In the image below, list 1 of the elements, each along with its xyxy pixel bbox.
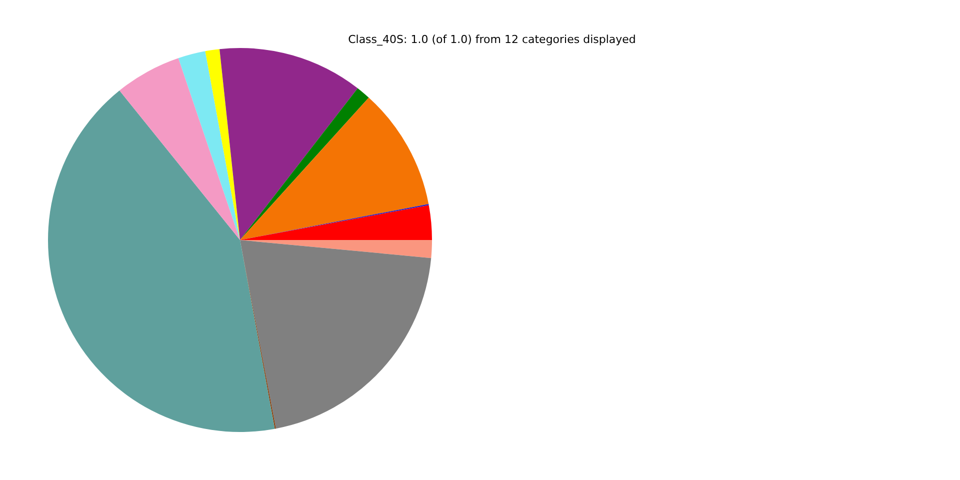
text: Class_40S: 1.0 (of 1.0) from 12 categories displayed xyxy=(348,32,636,46)
